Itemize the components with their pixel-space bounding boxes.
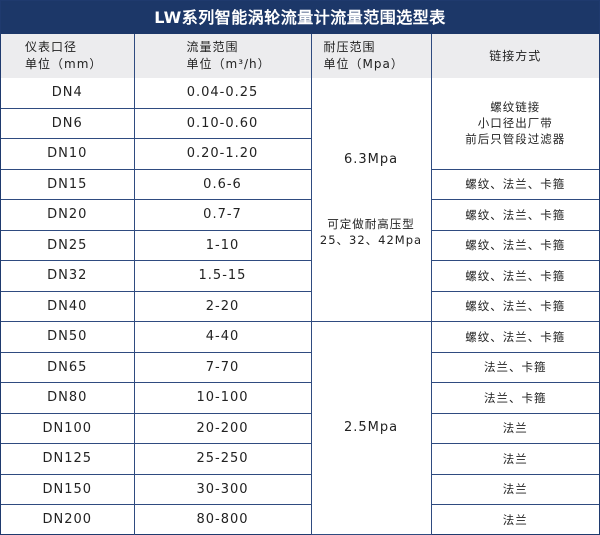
- size-cell: DN4: [1, 78, 135, 109]
- pressure-cell-high: 6.3Mpa 可定做耐高压型 25、32、42Mpa: [310, 78, 432, 322]
- connection-cell: 螺纹、法兰、卡箍: [430, 199, 599, 231]
- table-row: DN15 0.6-6 螺纹、法兰、卡箍: [1, 168, 599, 200]
- flow-range-cell: 25-250: [133, 443, 312, 475]
- header-flow: 流量范围单位（m³/h）: [133, 34, 312, 78]
- table-row: DN125 25-250 法兰: [1, 443, 599, 475]
- size-cell: DN15: [1, 168, 135, 200]
- header-pressure-line2: 单位（Mpa）: [323, 57, 404, 71]
- pressure-note: 可定做耐高压型 25、32、42Mpa: [312, 216, 431, 248]
- header-size-line1: 仪表口径: [25, 40, 78, 54]
- pressure-note-line: 可定做耐高压型: [327, 216, 415, 231]
- connection-cell: 螺纹、法兰、卡箍: [430, 168, 599, 200]
- table-row: DN6 0.10-0.60: [1, 107, 599, 139]
- table-row: DN40 2-20 螺纹、法兰、卡箍: [1, 290, 599, 322]
- connection-line: 前后只管段过滤器: [465, 132, 566, 147]
- size-cell: DN10: [1, 138, 135, 170]
- table-row: DN25 1-10 螺纹、法兰、卡箍: [1, 229, 599, 261]
- size-cell: DN40: [1, 290, 135, 322]
- flow-range-cell: 0.7-7: [133, 199, 312, 231]
- connection-line: 螺纹链接: [490, 100, 541, 115]
- header-flow-line2: 单位（m³/h）: [186, 57, 271, 71]
- header-row: 仪表口径单位（mm） 流量范围单位（m³/h） 耐压范围单位（Mpa） 链接方式: [1, 34, 599, 78]
- connection-cell: 法兰: [430, 504, 599, 535]
- table-row: DN4 0.04-0.25 6.3Mpa 可定做耐高压型 25、32、42Mpa 螺纹链接…: [1, 78, 599, 322]
- connection-cell: 螺纹链接 小口径出厂带 前后只管段过滤器: [430, 78, 599, 170]
- size-cell: DN200: [1, 504, 135, 535]
- table-row: DN20 0.7-7 螺纹、法兰、卡箍: [1, 199, 599, 231]
- connection-cell: 螺纹、法兰、卡箍: [430, 260, 599, 292]
- size-cell: DN100: [1, 412, 135, 444]
- connection-cell: 螺纹、法兰、卡箍: [430, 229, 599, 261]
- table-row: DN32 1.5-15 螺纹、法兰、卡箍: [1, 260, 599, 292]
- pressure-value: 6.3Mpa: [343, 151, 399, 167]
- size-cell: DN80: [1, 382, 135, 414]
- connection-cell: 法兰: [430, 412, 599, 444]
- pressure-note-line: 25、32、42Mpa: [319, 232, 423, 247]
- flow-range-cell: 7-70: [133, 351, 312, 383]
- header-size: 仪表口径单位（mm）: [1, 34, 135, 78]
- header-connection: 链接方式: [430, 34, 599, 78]
- header-pressure-line1: 耐压范围: [323, 40, 376, 54]
- header-flow-line1: 流量范围: [186, 40, 239, 54]
- flow-range-cell: 0.10-0.60: [133, 107, 311, 139]
- table-title: LW系列智能涡轮流量计流量范围选型表: [1, 1, 599, 34]
- flow-range-cell: 0.6-6: [133, 168, 312, 200]
- size-cell: DN125: [1, 443, 135, 475]
- table-row: DN80 10-100 法兰、卡箍: [1, 382, 599, 414]
- size-cell: DN50: [1, 321, 135, 353]
- flow-range-cell: 80-800: [133, 504, 312, 535]
- connection-cell: 螺纹、法兰、卡箍: [430, 321, 599, 353]
- size-cell: DN32: [1, 260, 135, 292]
- size-cell: DN25: [1, 229, 135, 261]
- flow-range-cell: 1-10: [133, 229, 312, 261]
- flow-range-cell: 4-40: [133, 321, 312, 353]
- flow-range-cell: 30-300: [133, 473, 312, 505]
- size-cell: DN20: [1, 199, 135, 231]
- flow-range-cell: 10-100: [133, 382, 312, 414]
- flow-range-cell: 0.20-1.20: [133, 138, 311, 170]
- header-pressure: 耐压范围单位（Mpa）: [310, 34, 432, 78]
- table-row: DN50 4-40 2.5Mpa 螺纹、法兰、卡箍: [1, 321, 599, 535]
- connection-cell: 法兰、卡箍: [430, 351, 599, 383]
- pressure-cell-low: 2.5Mpa: [310, 321, 432, 535]
- size-cell: DN65: [1, 351, 135, 383]
- flow-range-cell: 0.04-0.25: [133, 78, 312, 109]
- header-size-line2: 单位（mm）: [25, 57, 103, 71]
- table-row: DN100 20-200 法兰: [1, 412, 599, 444]
- connection-cell: 法兰: [430, 473, 599, 505]
- flow-range-cell: 1.5-15: [133, 260, 312, 292]
- size-cell: DN6: [1, 107, 135, 139]
- flow-range-cell: 2-20: [133, 290, 312, 322]
- table-row: DN65 7-70 法兰、卡箍: [1, 351, 599, 383]
- connection-cell: 法兰、卡箍: [430, 382, 599, 414]
- flow-range-cell: 20-200: [133, 412, 312, 444]
- connection-cell: 螺纹、法兰、卡箍: [430, 290, 599, 322]
- size-cell: DN150: [1, 473, 135, 505]
- connection-line: 小口径出厂带: [477, 116, 553, 131]
- connection-cell: 法兰: [430, 443, 599, 475]
- table-row: DN200 80-800 法兰: [1, 504, 599, 535]
- flow-range-table: 仪表口径单位（mm） 流量范围单位（m³/h） 耐压范围单位（Mpa） 链接方式…: [1, 34, 599, 535]
- table-row: DN150 30-300 法兰: [1, 473, 599, 505]
